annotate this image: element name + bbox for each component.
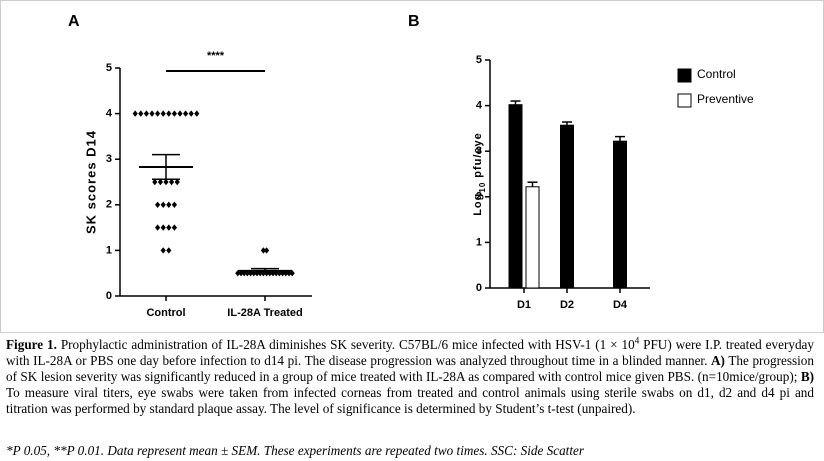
data-point <box>264 247 270 254</box>
bar <box>508 104 523 289</box>
bar <box>525 186 540 289</box>
data-point <box>155 224 161 231</box>
y-axis-label-part: 10 <box>478 182 487 193</box>
caption: Figure 1. Prophylactic administration of… <box>6 335 814 417</box>
significance-label: **** <box>207 50 225 62</box>
caption-text: 4 <box>634 335 640 346</box>
caption-text: The progression of SK lesion severity wa… <box>6 353 814 384</box>
legend-swatch <box>677 93 692 108</box>
legend-label: Preventive <box>697 92 754 106</box>
data-point <box>177 110 183 117</box>
data-point <box>169 178 175 186</box>
data-point <box>160 247 166 254</box>
y-tick-label: 1 <box>106 244 112 256</box>
data-point <box>132 110 138 117</box>
data-point <box>157 178 163 186</box>
data-point <box>160 110 166 117</box>
data-point <box>183 110 189 117</box>
y-tick-label: 1 <box>476 236 482 248</box>
data-point <box>171 110 177 117</box>
data-point <box>160 224 166 231</box>
data-point <box>166 110 172 117</box>
chart-area: A 0 1 2 3 4 5 Control IL-28A Treated SK scores D1… <box>0 0 824 333</box>
data-point <box>194 110 200 117</box>
caption-text: A) <box>711 353 725 368</box>
panel-label: B <box>408 13 420 30</box>
y-tick-label: 5 <box>106 62 112 74</box>
x-tick-label: D1 <box>517 299 531 311</box>
y-tick-label: 0 <box>106 290 112 302</box>
bar <box>560 124 574 289</box>
x-tick-label: Control <box>146 307 185 319</box>
y-tick-label: 3 <box>106 153 112 165</box>
y-tick-label: 3 <box>476 145 482 157</box>
data-point <box>155 110 161 117</box>
x-tick-label: IL-28A Treated <box>227 307 302 319</box>
caption-note: *P 0.05, **P 0.01. Data represent mean ±… <box>6 443 584 458</box>
data-point <box>149 110 155 117</box>
x-tick-label: D2 <box>560 299 574 311</box>
data-point <box>188 110 194 117</box>
data-point <box>138 110 144 117</box>
bar <box>613 140 627 289</box>
data-point <box>260 247 266 254</box>
legend-swatch <box>677 68 692 83</box>
caption-text: PFU) were I.P. treated everyday with IL-… <box>6 337 814 368</box>
data-point <box>171 201 177 208</box>
y-axis-label: SK scores D14 <box>83 130 98 234</box>
caption-text: B) <box>800 369 814 384</box>
panel-label: A <box>68 13 80 30</box>
caption-text: To measure viral titers, eye swabs were … <box>6 385 814 416</box>
y-tick-label: 2 <box>106 199 112 211</box>
data-point <box>163 178 169 186</box>
data-point <box>174 178 180 186</box>
y-tick-label: 2 <box>476 191 482 203</box>
data-point <box>166 247 172 254</box>
data-point <box>280 270 286 277</box>
legend-label: Control <box>697 67 736 81</box>
data-point <box>160 201 166 208</box>
data-point <box>171 224 177 231</box>
data-point <box>152 178 158 186</box>
y-axis-label: Log10 pfu/eye <box>472 132 487 216</box>
data-point <box>166 201 172 208</box>
data-point <box>276 270 282 277</box>
data-point <box>143 110 149 117</box>
y-axis-label-part: pfu/eye <box>472 132 484 178</box>
y-tick-label: 5 <box>476 54 482 66</box>
frame <box>0 0 824 333</box>
data-point <box>289 270 295 277</box>
caption-text: Prophylactic administration of IL-28A di… <box>56 337 635 352</box>
data-point <box>166 224 172 231</box>
x-tick-label: D4 <box>613 299 628 311</box>
y-tick-label: 4 <box>476 100 483 112</box>
y-tick-label: 4 <box>106 108 113 120</box>
y-tick-label: 0 <box>476 282 482 294</box>
data-point <box>155 201 161 208</box>
caption-text: Figure 1. <box>6 337 57 352</box>
y-axis-label-part: Log <box>472 193 484 216</box>
